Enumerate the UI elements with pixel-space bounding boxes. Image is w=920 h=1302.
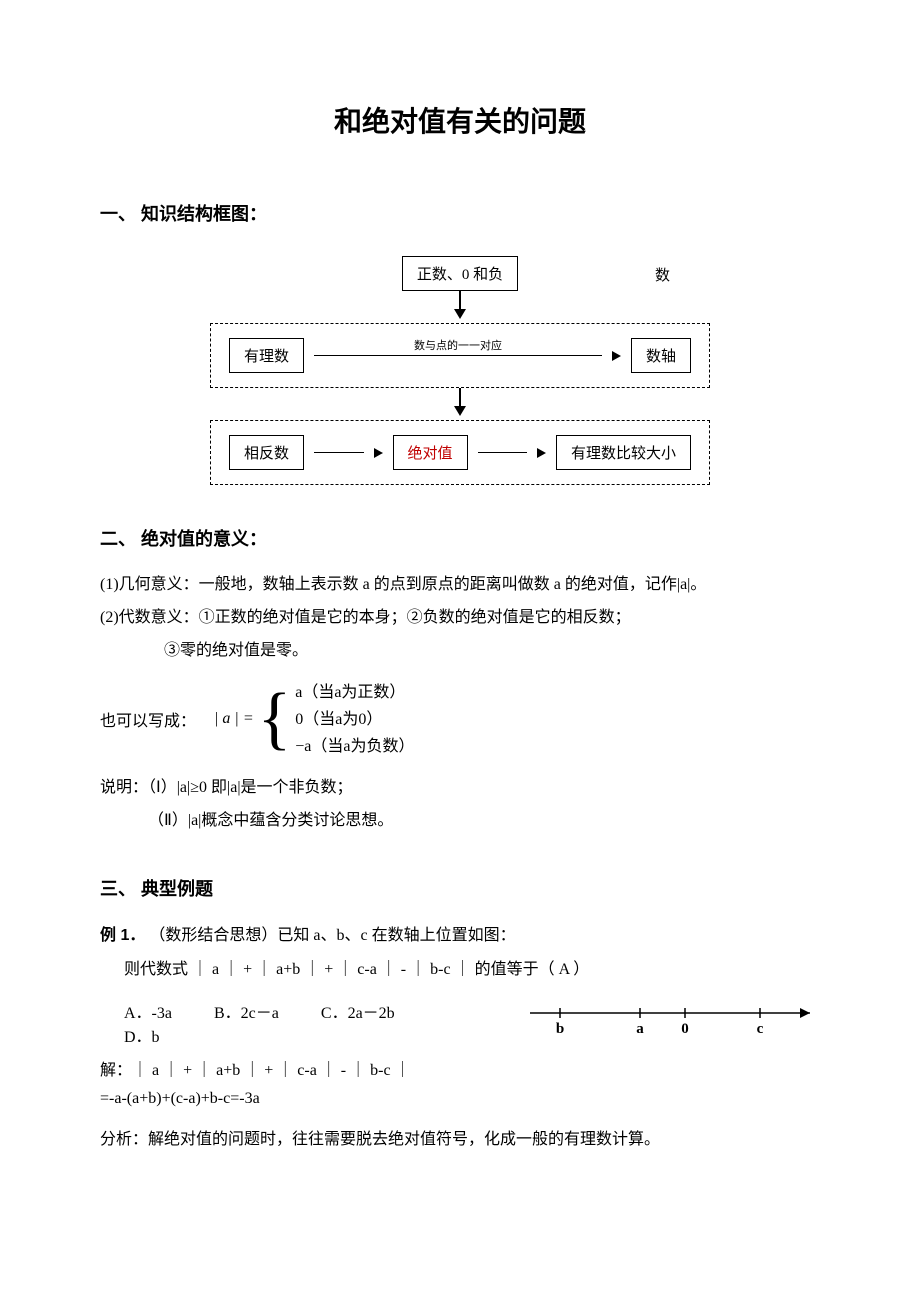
section2-head: 二、 绝对值的意义：: [100, 525, 820, 551]
section1-head: 一、 知识结构框图：: [100, 200, 820, 226]
box-numberline: 数轴: [631, 338, 691, 373]
section3-head: 三、 典型例题: [100, 875, 820, 901]
brace-icon: {: [258, 684, 292, 754]
abs-definition-formula: 也可以写成： | a | = { a（当a为正数） 0（当a为0） −a（当a为…: [100, 679, 820, 761]
diagram-group-2: 有理数 数与点的一一对应 数轴: [210, 323, 710, 388]
box-absolute: 绝对值: [393, 435, 468, 470]
box-rational: 有理数: [229, 338, 304, 373]
opt-d: D．b: [124, 1023, 160, 1047]
svg-text:a: a: [636, 1021, 644, 1037]
arrow-down-icon: [454, 406, 466, 416]
arrow-right-icon: [800, 1008, 810, 1018]
meaning-zero: ③零的绝对值是零。: [100, 637, 820, 664]
note-casework: （Ⅱ）|a|概念中蕴含分类讨论思想。: [100, 807, 820, 834]
opt-c: C．2a－2b: [321, 999, 395, 1023]
meaning-geometric: (1)几何意义：一般地，数轴上表示数 a 的点到原点的距离叫做数 a 的绝对值，…: [100, 571, 820, 598]
arrow-right-icon: [374, 448, 383, 458]
meaning-algebraic: (2)代数意义：①正数的绝对值是它的本身；②负数的绝对值是它的相反数；: [100, 604, 820, 631]
svg-text:b: b: [556, 1021, 564, 1037]
opt-b: B．2c－a: [214, 999, 279, 1023]
connector: [459, 291, 461, 309]
case-neg: −a（当a为负数）: [295, 733, 414, 760]
svg-text:0: 0: [681, 1021, 689, 1037]
example1-line: 例 1． （数形结合思想）已知 a、b、c 在数轴上位置如图：: [100, 921, 820, 945]
solution-line2: =-a-(a+b)+(c-a)+b-c=-3a: [100, 1085, 500, 1114]
arrow-down-icon: [454, 309, 466, 319]
example1-analysis: 分析：解绝对值的问题时，往往需要脱去绝对值符号，化成一般的有理数计算。: [100, 1126, 820, 1153]
knowledge-diagram: 正数、0 和负 数 有理数 数与点的一一对应 数轴 相反数 绝对值 有理数比较大…: [210, 256, 710, 485]
formula-lhs: | a | =: [214, 710, 254, 728]
formula-lead: 也可以写成：: [100, 707, 196, 731]
connector: [459, 388, 461, 406]
arrow-right-icon: [612, 351, 621, 361]
arrow-right-icon: [537, 448, 546, 458]
svg-text:c: c: [757, 1021, 764, 1037]
note-nonneg: 说明：（Ⅰ）|a|≥0 即|a|是一个非负数；: [100, 774, 820, 801]
page-title: 和绝对值有关的问题: [100, 100, 820, 140]
number-line-figure: b a 0 c: [520, 995, 820, 1040]
diagram-top-box: 正数、0 和负: [402, 256, 518, 291]
edge: [314, 452, 363, 454]
edge-correspondence: 数与点的一一对应: [314, 355, 602, 357]
example1-text: （数形结合思想）已知 a、b、c 在数轴上位置如图：: [149, 927, 515, 944]
box-opposite: 相反数: [229, 435, 304, 470]
opt-a: A．-3a: [124, 999, 172, 1023]
diagram-group-3: 相反数 绝对值 有理数比较大小: [210, 420, 710, 485]
stray-char: 数: [655, 264, 670, 285]
edge: [478, 452, 527, 454]
case-pos: a（当a为正数）: [295, 679, 414, 706]
solution-line1: 解：｜ a ｜ + ｜ a+b ｜ + ｜ c-a ｜ - ｜ b-c ｜: [100, 1057, 500, 1086]
example1-options: A．-3a B．2c－a C．2a－2b D．b: [124, 999, 500, 1047]
example1-label: 例 1．: [100, 927, 145, 944]
edge-label: 数与点的一一对应: [414, 337, 502, 353]
case-zero: 0（当a为0）: [295, 706, 414, 733]
example1-question: 则代数式 ｜ a ｜ + ｜ a+b ｜ + ｜ c-a ｜ - ｜ b-c ｜…: [124, 955, 820, 979]
box-compare: 有理数比较大小: [556, 435, 691, 470]
